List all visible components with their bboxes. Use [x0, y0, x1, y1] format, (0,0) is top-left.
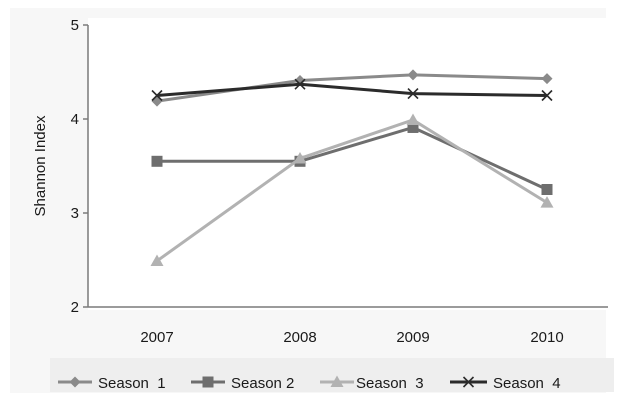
legend-item-1: Season 1 — [58, 375, 166, 392]
y-tick-label: 3 — [71, 205, 79, 222]
legend-marker — [462, 376, 475, 388]
legend-marker — [69, 376, 81, 388]
series-line — [157, 125, 548, 191]
data-point — [406, 113, 420, 125]
legend-item-3: Season 3 — [320, 375, 424, 392]
series-3 — [150, 113, 554, 266]
legend-marker — [202, 376, 214, 388]
series-line — [156, 118, 548, 263]
legend-item-4: Season 4 — [450, 375, 561, 392]
y-tick-label: 2 — [71, 299, 79, 316]
y-axis-title: Shannon Index — [32, 115, 49, 216]
x-tick-label: 2009 — [396, 329, 429, 346]
data-point — [541, 89, 553, 102]
legend: Season 1 Season 2 Season 3 Season 4 — [58, 375, 561, 392]
series-4 — [151, 78, 553, 102]
data-point — [540, 196, 554, 208]
legend-item-2: Season 2 — [191, 375, 294, 392]
data-point — [151, 155, 163, 167]
legend-label: Season 2 — [231, 375, 294, 392]
data-point — [150, 254, 164, 266]
y-tick-label: 5 — [71, 17, 79, 34]
data-point — [294, 78, 306, 90]
data-point — [407, 88, 419, 100]
data-point — [541, 73, 553, 85]
data-point — [541, 184, 553, 195]
legend-marker — [330, 375, 344, 387]
legend-label: Season 4 — [493, 375, 561, 392]
legend-label: Season 1 — [98, 375, 166, 392]
legend-label: Season 3 — [356, 375, 424, 392]
series-line — [156, 82, 548, 97]
x-tick-label: 2008 — [283, 329, 316, 346]
data-point — [407, 121, 419, 133]
x-tick-label: 2010 — [530, 329, 563, 346]
y-tick-label: 4 — [71, 111, 79, 128]
data-point — [151, 89, 163, 102]
x-tick-label: 2007 — [140, 329, 173, 346]
plot-area — [88, 18, 610, 310]
data-point — [407, 69, 419, 81]
data-point — [293, 151, 307, 164]
